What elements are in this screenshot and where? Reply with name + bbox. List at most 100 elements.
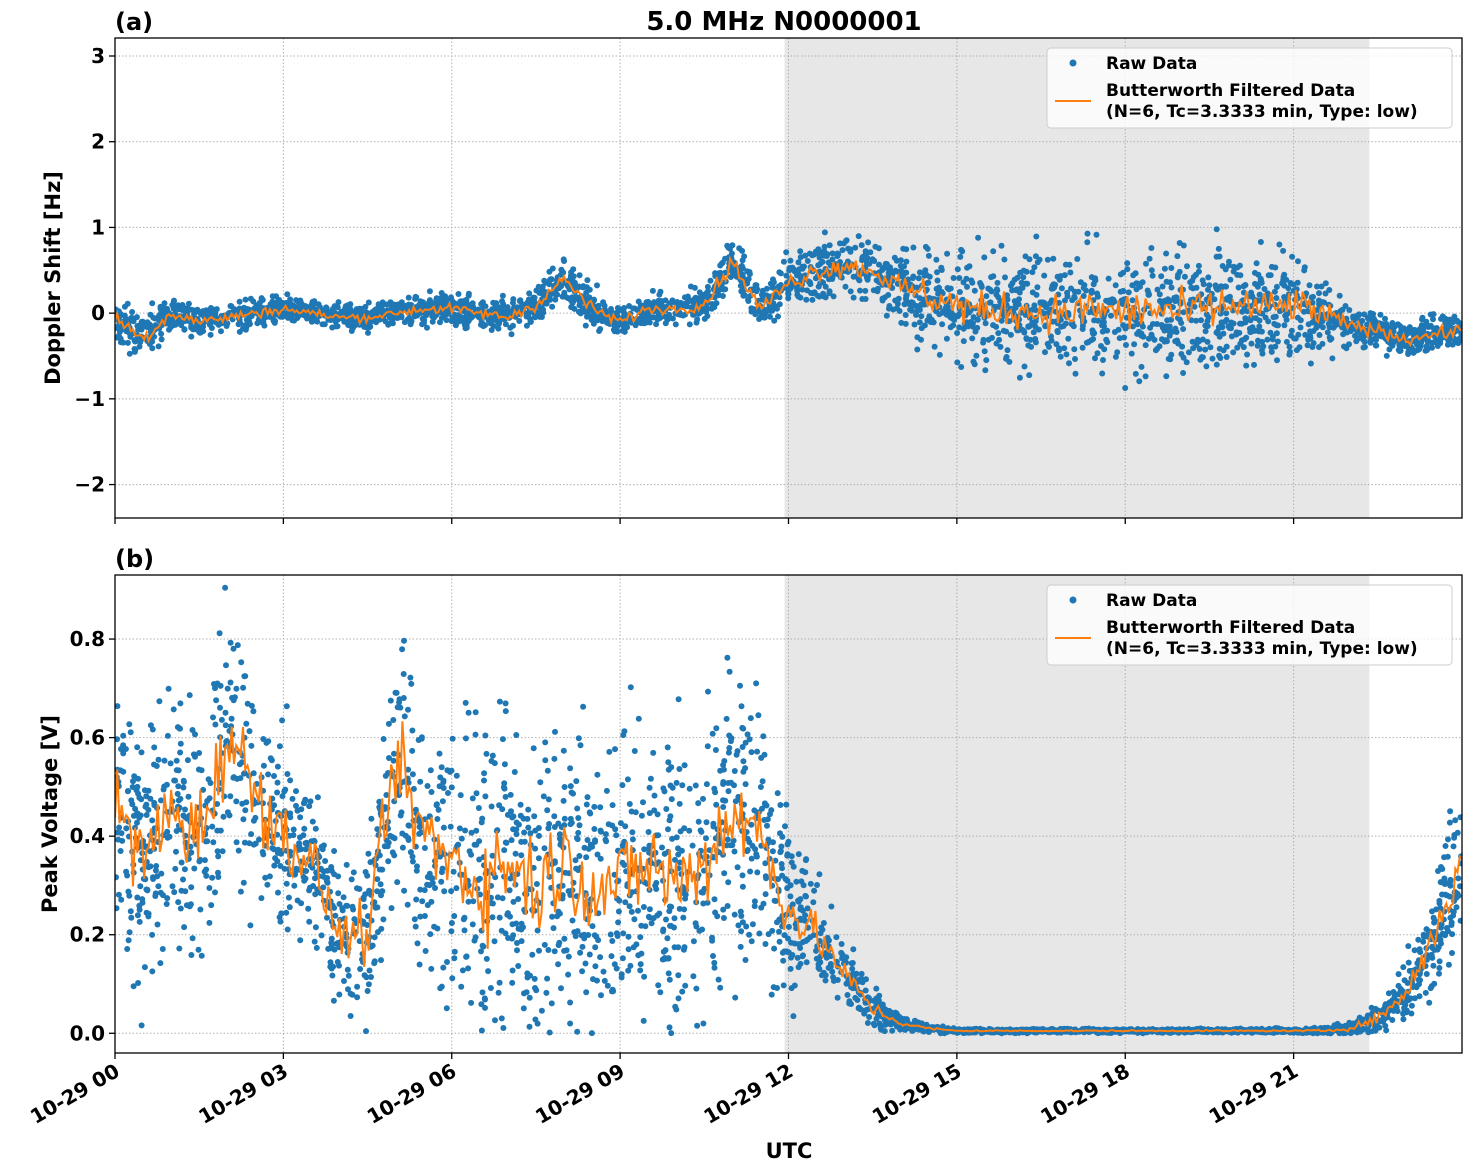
raw-data-point bbox=[575, 829, 582, 836]
raw-data-point bbox=[1135, 280, 1142, 287]
raw-data-point bbox=[332, 309, 338, 316]
raw-data-point bbox=[574, 1028, 581, 1035]
raw-data-point bbox=[1095, 317, 1102, 324]
raw-data-point bbox=[1168, 284, 1175, 291]
raw-data-point bbox=[424, 324, 430, 331]
raw-data-point bbox=[1124, 266, 1131, 273]
raw-data-point bbox=[340, 894, 347, 901]
raw-data-point bbox=[149, 931, 156, 938]
raw-data-point bbox=[867, 249, 874, 256]
raw-data-point bbox=[1183, 359, 1190, 366]
raw-data-point bbox=[1227, 276, 1234, 283]
raw-data-point bbox=[130, 778, 136, 785]
raw-data-point bbox=[776, 301, 783, 308]
raw-data-point bbox=[852, 244, 859, 251]
raw-data-point bbox=[461, 322, 468, 328]
raw-data-point bbox=[181, 866, 188, 873]
raw-data-point bbox=[1149, 272, 1156, 279]
raw-data-point bbox=[1445, 961, 1452, 968]
raw-data-point bbox=[954, 359, 961, 366]
raw-data-point bbox=[1041, 272, 1048, 279]
raw-data-point bbox=[361, 903, 368, 910]
raw-data-point bbox=[1452, 817, 1459, 824]
raw-data-point bbox=[501, 761, 508, 768]
raw-data-point bbox=[654, 912, 661, 919]
raw-data-point bbox=[722, 797, 729, 804]
raw-data-point bbox=[508, 331, 515, 338]
raw-data-point bbox=[1122, 385, 1129, 391]
raw-data-point bbox=[289, 795, 296, 802]
raw-data-point bbox=[1410, 349, 1417, 356]
raw-data-point bbox=[180, 784, 187, 791]
raw-data-point bbox=[437, 853, 443, 860]
raw-data-point bbox=[1223, 343, 1230, 350]
raw-data-point bbox=[1199, 336, 1206, 343]
raw-data-point bbox=[613, 965, 620, 972]
raw-data-point bbox=[573, 294, 580, 301]
raw-data-point bbox=[960, 325, 967, 332]
raw-data-point bbox=[525, 806, 532, 813]
raw-data-point bbox=[1136, 378, 1143, 385]
raw-data-point bbox=[159, 312, 166, 318]
raw-data-point bbox=[829, 250, 836, 257]
raw-data-point bbox=[233, 798, 240, 805]
raw-data-point bbox=[502, 700, 509, 707]
raw-data-point bbox=[180, 876, 186, 883]
raw-data-point bbox=[778, 861, 785, 867]
raw-data-point bbox=[377, 881, 384, 888]
raw-data-point bbox=[164, 305, 171, 312]
raw-data-point bbox=[717, 262, 724, 269]
raw-data-point bbox=[502, 930, 509, 937]
raw-data-point bbox=[1071, 293, 1078, 300]
raw-data-point bbox=[1377, 311, 1384, 318]
raw-data-point bbox=[686, 827, 693, 834]
raw-data-point bbox=[1437, 334, 1444, 341]
raw-data-point bbox=[1167, 356, 1174, 363]
raw-data-point bbox=[964, 264, 971, 271]
raw-data-point bbox=[693, 985, 700, 992]
raw-data-point bbox=[1072, 356, 1078, 362]
raw-data-point bbox=[588, 1030, 595, 1037]
raw-data-point bbox=[297, 814, 304, 821]
raw-data-point bbox=[479, 989, 486, 996]
raw-data-point bbox=[586, 306, 593, 313]
raw-data-point bbox=[260, 762, 267, 769]
raw-data-point bbox=[561, 935, 568, 942]
raw-data-point bbox=[175, 899, 182, 906]
raw-data-point bbox=[649, 287, 656, 294]
raw-data-point bbox=[1158, 322, 1165, 328]
raw-data-point bbox=[1056, 345, 1062, 352]
raw-data-point bbox=[164, 732, 171, 739]
raw-data-point bbox=[495, 325, 502, 332]
raw-data-point bbox=[958, 364, 965, 370]
raw-data-point bbox=[943, 335, 950, 342]
raw-data-point bbox=[518, 852, 525, 859]
raw-data-point bbox=[676, 905, 683, 912]
raw-data-point bbox=[167, 760, 174, 767]
raw-data-point bbox=[1314, 283, 1320, 290]
raw-data-point bbox=[455, 312, 461, 319]
raw-data-point bbox=[780, 982, 787, 989]
raw-data-point bbox=[1430, 316, 1436, 323]
raw-data-point bbox=[1142, 342, 1149, 349]
raw-data-point bbox=[1257, 239, 1264, 245]
raw-data-point bbox=[115, 874, 119, 881]
raw-data-point bbox=[567, 999, 574, 1006]
raw-data-point bbox=[1316, 290, 1322, 297]
raw-data-point bbox=[795, 259, 802, 266]
raw-data-point bbox=[248, 313, 255, 320]
raw-data-point bbox=[1092, 277, 1098, 284]
raw-data-point bbox=[1032, 336, 1039, 342]
raw-data-point bbox=[1167, 279, 1173, 286]
raw-data-point bbox=[495, 989, 502, 996]
raw-data-point bbox=[1355, 312, 1362, 319]
raw-data-point bbox=[306, 918, 313, 925]
raw-data-point bbox=[989, 334, 995, 341]
raw-data-point bbox=[1327, 336, 1334, 343]
raw-data-point bbox=[1397, 347, 1404, 354]
raw-data-point bbox=[701, 315, 708, 322]
raw-data-point bbox=[971, 361, 978, 368]
raw-data-point bbox=[574, 805, 581, 812]
raw-data-point bbox=[978, 284, 985, 290]
raw-data-point bbox=[1307, 360, 1314, 367]
